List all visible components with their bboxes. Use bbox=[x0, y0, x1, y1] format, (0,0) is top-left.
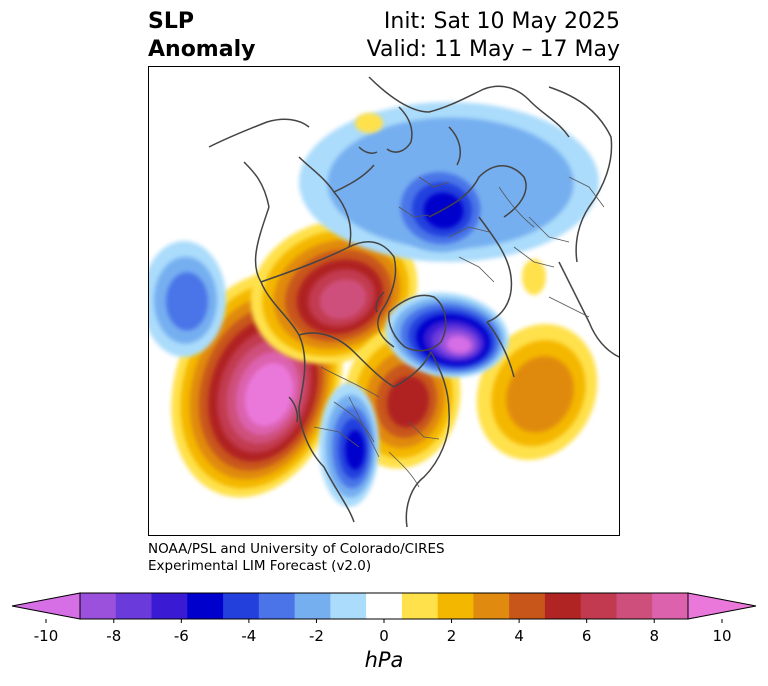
colorbar-cell bbox=[616, 593, 653, 619]
colorbar-tick-label: -2 bbox=[308, 627, 324, 645]
north-pacific-low-level bbox=[166, 272, 208, 331]
greenland-europe-low-level bbox=[446, 336, 472, 354]
arctic-low-level bbox=[423, 192, 464, 229]
colorbar-tick-label: -8 bbox=[106, 627, 122, 645]
colorbar-tick-label: -4 bbox=[241, 627, 257, 645]
title-line-1: SLP bbox=[148, 9, 194, 34]
colorbar-extend-max bbox=[687, 592, 757, 620]
credit-line-1: NOAA/PSL and University of Colorado/CIRE… bbox=[148, 541, 445, 557]
north-pacific-high-level bbox=[245, 363, 293, 427]
colorbar-cells bbox=[11, 592, 757, 623]
colorbar-units: hPa bbox=[364, 648, 404, 672]
colorbar-tick-label: 10 bbox=[712, 627, 732, 645]
great-lakes-high-level bbox=[386, 376, 430, 428]
colorbar-cell bbox=[151, 593, 188, 619]
north-atlantic-high-level bbox=[506, 356, 574, 433]
colorbar-cell bbox=[437, 593, 474, 619]
colorbar-cell bbox=[294, 593, 331, 619]
colorbar-cell bbox=[187, 593, 224, 619]
political-borders bbox=[313, 176, 605, 488]
colorbar-tick-label: -10 bbox=[33, 627, 59, 645]
colorbar-cell bbox=[223, 593, 260, 619]
credit-text: NOAA/PSL and University of Colorado/CIRE… bbox=[148, 541, 445, 575]
colorbar-cell bbox=[258, 593, 296, 619]
colorbar-tick-label: -6 bbox=[173, 627, 189, 645]
forecast-dates: Init: Sat 10 May 2025 Valid: 11 May – 17… bbox=[367, 8, 620, 64]
colorbar-extend-min bbox=[11, 592, 81, 620]
map-title: SLP Anomaly bbox=[148, 8, 255, 64]
colorbar-cell bbox=[652, 593, 689, 619]
anomaly-map bbox=[148, 66, 620, 536]
western-canada-high-level bbox=[319, 279, 367, 320]
colorbar-tick-label: 6 bbox=[581, 627, 592, 645]
anomaly-map-svg bbox=[149, 76, 619, 528]
anomaly-fields bbox=[149, 102, 599, 507]
small-positive-level bbox=[355, 113, 383, 133]
colorbar-cell bbox=[544, 593, 582, 619]
credit-line-2: Experimental LIM Forecast (v2.0) bbox=[148, 558, 372, 574]
colorbar-cell bbox=[115, 593, 153, 619]
init-date: Init: Sat 10 May 2025 bbox=[383, 9, 620, 34]
colorbar bbox=[11, 592, 757, 623]
colorbar-cell bbox=[330, 593, 367, 619]
colorbar-tick-label: 0 bbox=[379, 627, 389, 645]
small-positive-level bbox=[522, 259, 546, 295]
valid-period: Valid: 11 May – 17 May bbox=[366, 37, 620, 62]
colorbar-cell bbox=[580, 593, 617, 619]
colorbar-cell bbox=[401, 593, 439, 619]
colorbar-cell bbox=[473, 593, 510, 619]
colorbar-tick-label: 8 bbox=[649, 627, 659, 645]
colorbar-cell bbox=[80, 593, 117, 619]
title-line-2: Anomaly bbox=[148, 37, 256, 62]
colorbar-cell bbox=[366, 593, 403, 619]
colorbar-cell bbox=[509, 593, 546, 619]
western-us-low-level bbox=[345, 429, 365, 470]
colorbar-tick-label: 4 bbox=[514, 627, 524, 645]
coastlines bbox=[208, 76, 619, 528]
colorbar-tick-label: 2 bbox=[446, 627, 457, 645]
